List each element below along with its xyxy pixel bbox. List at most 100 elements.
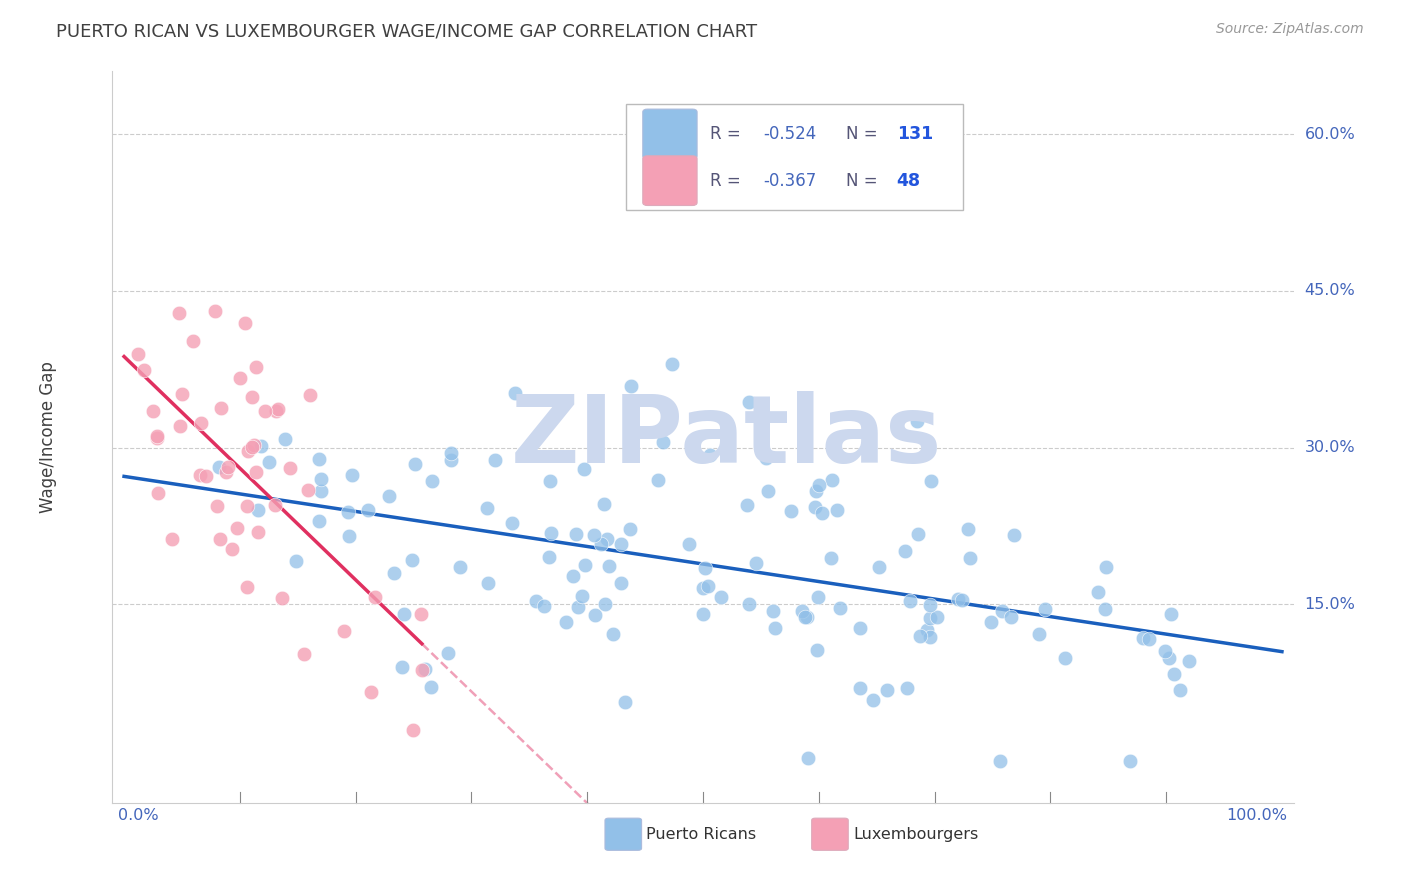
Point xyxy=(1094,602,1116,616)
Point xyxy=(524,593,547,607)
Point xyxy=(896,681,918,696)
Point xyxy=(225,521,247,535)
Point xyxy=(181,334,204,349)
Point xyxy=(221,542,243,557)
Point xyxy=(647,473,669,487)
Point xyxy=(336,505,359,519)
Text: R =: R = xyxy=(710,171,747,190)
Point xyxy=(1000,610,1022,624)
Point xyxy=(957,522,980,536)
Point xyxy=(132,362,155,376)
Text: Luxembourgers: Luxembourgers xyxy=(853,827,979,842)
Point xyxy=(793,610,815,624)
Point xyxy=(533,599,555,613)
FancyBboxPatch shape xyxy=(643,156,697,205)
Point xyxy=(959,550,981,565)
Point xyxy=(391,659,413,673)
Point xyxy=(980,615,1002,630)
Point xyxy=(868,560,890,574)
Point xyxy=(808,477,831,491)
Point xyxy=(420,474,443,488)
Text: N =: N = xyxy=(846,171,883,190)
Point xyxy=(582,527,605,541)
Point xyxy=(737,395,759,409)
Point xyxy=(602,627,624,641)
Point xyxy=(593,497,616,511)
Point xyxy=(820,551,842,566)
Point xyxy=(402,723,425,737)
Point xyxy=(363,590,385,604)
Point xyxy=(127,347,149,361)
Point xyxy=(253,403,276,417)
Point xyxy=(598,558,620,573)
Point xyxy=(763,622,786,636)
Point xyxy=(475,501,498,516)
Point xyxy=(762,604,785,618)
Point xyxy=(267,401,290,416)
Point xyxy=(905,414,928,428)
Point xyxy=(796,609,818,624)
Point xyxy=(1132,632,1154,646)
Text: 48: 48 xyxy=(897,171,921,190)
Point xyxy=(297,483,319,498)
Point xyxy=(571,589,593,603)
Point xyxy=(1153,644,1175,658)
Point xyxy=(308,515,330,529)
Point xyxy=(242,390,264,404)
Point xyxy=(1160,607,1182,621)
Point xyxy=(309,472,332,486)
Point xyxy=(565,527,588,541)
Point xyxy=(160,533,183,547)
Point xyxy=(1087,585,1109,599)
Point xyxy=(821,473,844,487)
FancyBboxPatch shape xyxy=(811,818,848,850)
Point xyxy=(146,431,169,445)
Text: N =: N = xyxy=(846,125,883,143)
Point xyxy=(567,600,589,615)
Point xyxy=(208,460,231,475)
Point xyxy=(404,457,426,471)
Point xyxy=(209,532,232,546)
Point xyxy=(245,465,267,479)
Point xyxy=(169,418,191,433)
Point xyxy=(710,590,733,604)
Point xyxy=(413,661,436,675)
Point xyxy=(554,615,576,629)
Point xyxy=(807,591,830,605)
Point xyxy=(692,581,714,595)
Point xyxy=(409,607,432,621)
Point xyxy=(337,528,360,542)
Text: Wage/Income Gap: Wage/Income Gap xyxy=(38,361,56,513)
Text: ZIPatlas: ZIPatlas xyxy=(510,391,942,483)
Text: Puerto Ricans: Puerto Ricans xyxy=(647,827,756,842)
Text: 0.0%: 0.0% xyxy=(118,808,159,823)
Point xyxy=(790,605,813,619)
FancyBboxPatch shape xyxy=(643,109,697,159)
Point xyxy=(991,604,1014,618)
Point xyxy=(1095,560,1118,574)
Point xyxy=(195,468,218,483)
Point xyxy=(806,643,828,657)
Text: 15.0%: 15.0% xyxy=(1305,597,1355,612)
Point xyxy=(278,461,301,475)
Point xyxy=(661,357,683,371)
Point xyxy=(745,557,768,571)
Point xyxy=(678,537,700,551)
Point xyxy=(170,387,193,401)
Text: R =: R = xyxy=(710,125,747,143)
Point xyxy=(738,597,761,611)
FancyBboxPatch shape xyxy=(626,104,963,211)
Point xyxy=(382,566,405,580)
Point xyxy=(804,500,827,514)
Point xyxy=(146,429,169,443)
Point xyxy=(257,454,280,468)
Point xyxy=(309,483,332,498)
Point xyxy=(620,379,643,393)
Point xyxy=(236,444,259,458)
Point xyxy=(1118,754,1140,768)
Point xyxy=(1054,651,1077,665)
Point xyxy=(1139,632,1161,647)
Text: PUERTO RICAN VS LUXEMBOURGER WAGE/INCOME GAP CORRELATION CHART: PUERTO RICAN VS LUXEMBOURGER WAGE/INCOME… xyxy=(56,22,758,40)
Point xyxy=(609,537,631,551)
Point xyxy=(898,594,921,608)
